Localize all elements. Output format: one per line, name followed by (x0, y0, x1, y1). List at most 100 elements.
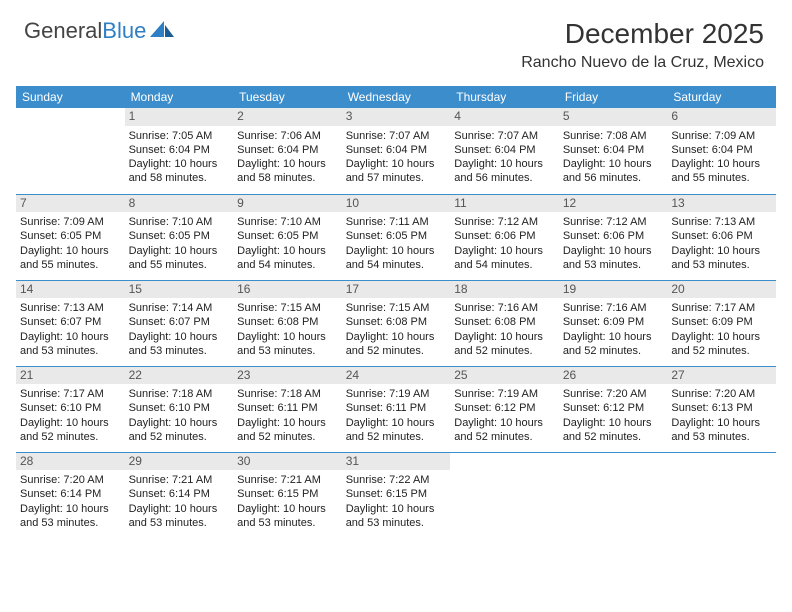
day-detail-line: Sunrise: 7:21 AM (237, 473, 338, 487)
title-block: December 2025 Rancho Nuevo de la Cruz, M… (521, 18, 764, 72)
day-number: 20 (667, 281, 776, 299)
dayname-friday: Friday (559, 86, 668, 108)
day-detail-line: Sunrise: 7:06 AM (237, 129, 338, 143)
day-detail-line: Sunrise: 7:20 AM (20, 473, 121, 487)
day-detail-line: Daylight: 10 hours and 53 minutes. (563, 244, 664, 273)
day-detail-line: Daylight: 10 hours and 52 minutes. (671, 330, 772, 359)
day-detail-line: Daylight: 10 hours and 52 minutes. (454, 330, 555, 359)
calendar-cell: 7Sunrise: 7:09 AMSunset: 6:05 PMDaylight… (16, 194, 125, 280)
calendar-cell: 16Sunrise: 7:15 AMSunset: 6:08 PMDayligh… (233, 280, 342, 366)
day-detail-line: Daylight: 10 hours and 56 minutes. (454, 157, 555, 186)
dayname-monday: Monday (125, 86, 234, 108)
day-detail-line: Sunrise: 7:17 AM (671, 301, 772, 315)
day-detail-line: Sunrise: 7:15 AM (346, 301, 447, 315)
day-detail-line: Sunset: 6:11 PM (237, 401, 338, 415)
day-detail-line: Daylight: 10 hours and 53 minutes. (129, 502, 230, 531)
day-detail-line: Sunset: 6:07 PM (20, 315, 121, 329)
calendar-table: SundayMondayTuesdayWednesdayThursdayFrid… (16, 86, 776, 538)
day-detail-line: Sunrise: 7:13 AM (671, 215, 772, 229)
calendar-row: 1Sunrise: 7:05 AMSunset: 6:04 PMDaylight… (16, 108, 776, 194)
day-detail-line: Daylight: 10 hours and 53 minutes. (129, 330, 230, 359)
day-detail-line: Sunset: 6:12 PM (454, 401, 555, 415)
day-detail-line: Daylight: 10 hours and 52 minutes. (20, 416, 121, 445)
calendar-head: SundayMondayTuesdayWednesdayThursdayFrid… (16, 86, 776, 108)
day-detail-line: Sunset: 6:06 PM (671, 229, 772, 243)
calendar-cell: 26Sunrise: 7:20 AMSunset: 6:12 PMDayligh… (559, 366, 668, 452)
day-number: 1 (125, 108, 234, 126)
day-detail-line: Sunset: 6:06 PM (563, 229, 664, 243)
calendar-cell (667, 452, 776, 538)
dayname-tuesday: Tuesday (233, 86, 342, 108)
day-number: 10 (342, 195, 451, 213)
calendar-cell: 19Sunrise: 7:16 AMSunset: 6:09 PMDayligh… (559, 280, 668, 366)
day-detail-line: Sunset: 6:10 PM (129, 401, 230, 415)
day-detail-line: Sunset: 6:14 PM (20, 487, 121, 501)
logo: GeneralBlue (24, 18, 176, 44)
day-detail-line: Daylight: 10 hours and 52 minutes. (563, 330, 664, 359)
day-detail-line: Sunset: 6:04 PM (671, 143, 772, 157)
calendar-cell: 4Sunrise: 7:07 AMSunset: 6:04 PMDaylight… (450, 108, 559, 194)
day-number: 4 (450, 108, 559, 126)
calendar-cell: 25Sunrise: 7:19 AMSunset: 6:12 PMDayligh… (450, 366, 559, 452)
day-number: 12 (559, 195, 668, 213)
day-number: 2 (233, 108, 342, 126)
day-detail-line: Sunrise: 7:09 AM (671, 129, 772, 143)
day-detail-line: Sunrise: 7:22 AM (346, 473, 447, 487)
day-detail-line: Sunset: 6:04 PM (237, 143, 338, 157)
day-detail-line: Sunset: 6:14 PM (129, 487, 230, 501)
day-detail-line: Sunset: 6:04 PM (346, 143, 447, 157)
day-number: 22 (125, 367, 234, 385)
day-detail-line: Sunset: 6:07 PM (129, 315, 230, 329)
day-detail-line: Sunset: 6:05 PM (129, 229, 230, 243)
calendar-cell: 14Sunrise: 7:13 AMSunset: 6:07 PMDayligh… (16, 280, 125, 366)
day-detail-line: Sunset: 6:11 PM (346, 401, 447, 415)
day-number: 18 (450, 281, 559, 299)
calendar-cell: 15Sunrise: 7:14 AMSunset: 6:07 PMDayligh… (125, 280, 234, 366)
day-number: 30 (233, 453, 342, 471)
day-detail-line: Sunset: 6:15 PM (237, 487, 338, 501)
calendar-cell (16, 108, 125, 194)
day-detail-line: Sunrise: 7:12 AM (454, 215, 555, 229)
calendar-cell: 12Sunrise: 7:12 AMSunset: 6:06 PMDayligh… (559, 194, 668, 280)
day-number: 13 (667, 195, 776, 213)
day-number: 19 (559, 281, 668, 299)
calendar-cell: 30Sunrise: 7:21 AMSunset: 6:15 PMDayligh… (233, 452, 342, 538)
logo-text-general: General (24, 18, 102, 44)
calendar-cell: 18Sunrise: 7:16 AMSunset: 6:08 PMDayligh… (450, 280, 559, 366)
day-detail-line: Sunrise: 7:10 AM (129, 215, 230, 229)
day-detail-line: Sunrise: 7:13 AM (20, 301, 121, 315)
day-detail-line: Sunrise: 7:10 AM (237, 215, 338, 229)
calendar-cell: 9Sunrise: 7:10 AMSunset: 6:05 PMDaylight… (233, 194, 342, 280)
calendar-cell: 24Sunrise: 7:19 AMSunset: 6:11 PMDayligh… (342, 366, 451, 452)
calendar-cell: 10Sunrise: 7:11 AMSunset: 6:05 PMDayligh… (342, 194, 451, 280)
calendar-cell: 17Sunrise: 7:15 AMSunset: 6:08 PMDayligh… (342, 280, 451, 366)
day-detail-line: Daylight: 10 hours and 52 minutes. (237, 416, 338, 445)
day-detail-line: Sunrise: 7:07 AM (454, 129, 555, 143)
calendar-cell: 2 Sunrise: 7:06 AMSunset: 6:04 PMDaylight… (233, 108, 342, 194)
dayname-saturday: Saturday (667, 86, 776, 108)
day-number: 21 (16, 367, 125, 385)
day-detail-line: Sunrise: 7:19 AM (454, 387, 555, 401)
day-detail-line: Daylight: 10 hours and 52 minutes. (346, 416, 447, 445)
day-detail-line: Sunrise: 7:05 AM (129, 129, 230, 143)
calendar-cell: 6Sunrise: 7:09 AMSunset: 6:04 PMDaylight… (667, 108, 776, 194)
day-detail-line: Sunrise: 7:14 AM (129, 301, 230, 315)
day-detail-line: Sunset: 6:06 PM (454, 229, 555, 243)
day-detail-line: Sunrise: 7:18 AM (129, 387, 230, 401)
calendar-cell: 28Sunrise: 7:20 AMSunset: 6:14 PMDayligh… (16, 452, 125, 538)
day-detail-line: Sunset: 6:09 PM (671, 315, 772, 329)
calendar-cell: 8Sunrise: 7:10 AMSunset: 6:05 PMDaylight… (125, 194, 234, 280)
calendar-cell: 23Sunrise: 7:18 AMSunset: 6:11 PMDayligh… (233, 366, 342, 452)
day-number: 29 (125, 453, 234, 471)
day-detail-line: Daylight: 10 hours and 54 minutes. (454, 244, 555, 273)
day-detail-line: Daylight: 10 hours and 58 minutes. (237, 157, 338, 186)
day-number: 26 (559, 367, 668, 385)
day-detail-line: Daylight: 10 hours and 52 minutes. (454, 416, 555, 445)
day-number: 14 (16, 281, 125, 299)
calendar-row: 21Sunrise: 7:17 AMSunset: 6:10 PMDayligh… (16, 366, 776, 452)
day-detail-line: Sunrise: 7:11 AM (346, 215, 447, 229)
day-detail-line: Daylight: 10 hours and 58 minutes. (129, 157, 230, 186)
calendar-cell: 31Sunrise: 7:22 AMSunset: 6:15 PMDayligh… (342, 452, 451, 538)
day-detail-line: Sunset: 6:12 PM (563, 401, 664, 415)
day-detail-line: Daylight: 10 hours and 56 minutes. (563, 157, 664, 186)
